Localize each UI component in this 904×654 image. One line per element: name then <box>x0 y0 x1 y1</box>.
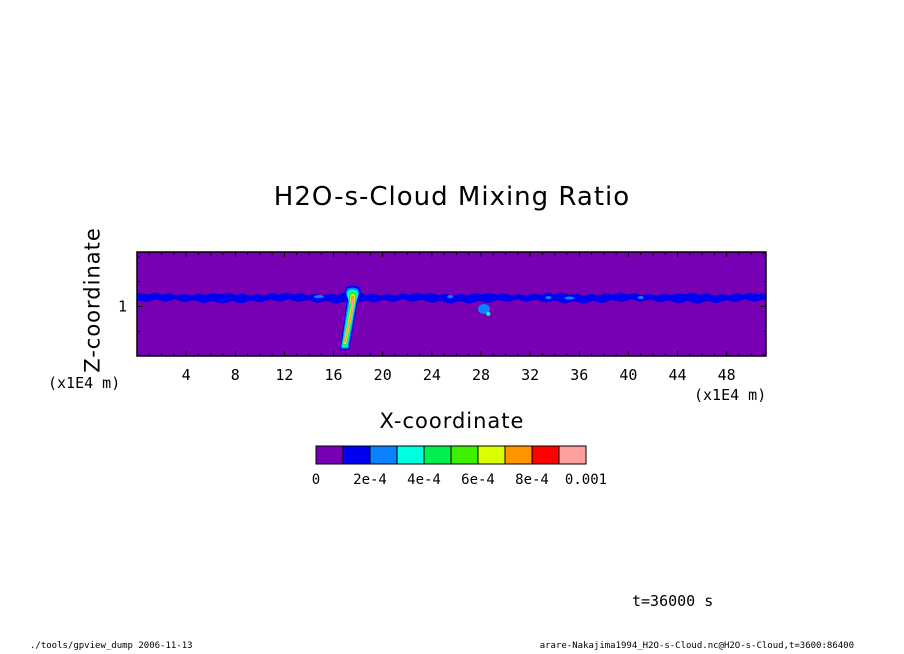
x-tick-label: 48 <box>718 366 736 384</box>
plume-contour <box>344 297 354 342</box>
cloud-patch <box>564 296 575 300</box>
x-tick-label: 24 <box>423 366 441 384</box>
colorbar-swatch <box>450 445 479 465</box>
colorbar-label: 8e-4 <box>515 472 549 488</box>
cloud-patch <box>313 295 324 299</box>
cloud-patch <box>447 295 454 299</box>
x-axis-label: X-coordinate <box>379 409 525 433</box>
y-axis-label: Z-coordinate <box>80 227 105 373</box>
footer-left: ./tools/gpview_dump 2006-11-13 <box>30 641 193 651</box>
colorbar-swatch <box>504 445 533 465</box>
secondary-cell <box>478 303 491 314</box>
colorbar-label: 2e-4 <box>353 472 387 488</box>
colorbar-swatch <box>396 445 425 465</box>
cloud-layer <box>137 292 766 316</box>
colorbar-swatch <box>423 445 452 465</box>
x-tick-label: 4 <box>182 366 191 384</box>
secondary-cell-core <box>486 311 491 316</box>
chart-title: H2O-s-Cloud Mixing Ratio <box>273 182 631 212</box>
y-axis-unit: (x1E4 m) <box>48 374 121 392</box>
colorbar-swatch <box>558 445 587 465</box>
x-axis: 4 8 12 16 20 24 28 32 36 40 44 48 <box>148 252 764 384</box>
colorbar-label: 6e-4 <box>461 472 495 488</box>
plot-background <box>137 252 766 356</box>
x-tick-label: 36 <box>570 366 588 384</box>
x-tick-label: 20 <box>374 366 392 384</box>
cloud-patch <box>545 296 552 300</box>
colorbar: 0 2e-4 4e-4 6e-4 8e-4 0.001 <box>312 445 607 488</box>
colorbar-label: 0 <box>312 472 320 488</box>
x-tick-label: 32 <box>521 366 539 384</box>
colorbar-label: 0.001 <box>565 472 607 488</box>
colorbar-swatch <box>342 445 371 465</box>
x-axis-unit: (x1E4 m) <box>694 386 767 404</box>
x-tick-label: 28 <box>472 366 490 384</box>
x-tick-label: 44 <box>669 366 687 384</box>
colorbar-swatch <box>531 445 560 465</box>
cloud-band <box>137 292 766 304</box>
x-tick-label: 40 <box>619 366 637 384</box>
colorbar-label: 4e-4 <box>407 472 441 488</box>
y-tick-label: 1 <box>118 297 127 315</box>
plot-frame <box>136 251 767 357</box>
colorbar-swatch <box>369 445 398 465</box>
colorbar-swatch <box>477 445 506 465</box>
plume-contour <box>343 295 355 343</box>
time-label: t=36000 s <box>632 592 714 610</box>
x-tick-label: 16 <box>325 366 343 384</box>
x-tick-label: 12 <box>275 366 293 384</box>
x-tick-label: 8 <box>231 366 240 384</box>
cloud-patch <box>637 296 644 300</box>
convective-plume <box>340 285 361 351</box>
colorbar-swatch <box>315 445 344 465</box>
footer-right: arare-Nakajima1994_H2O-s-Cloud.nc@H2O-s-… <box>539 641 854 651</box>
y-axis: 1 <box>118 256 766 332</box>
